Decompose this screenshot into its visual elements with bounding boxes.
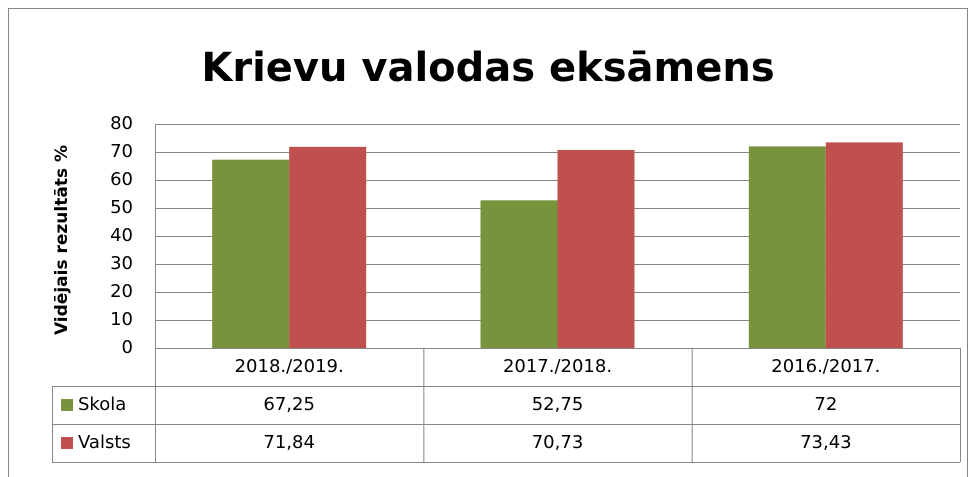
x-tick-label: 2017./2018.: [503, 356, 612, 377]
y-tick-label: 10: [110, 309, 133, 330]
table-cell: 70,73: [532, 432, 584, 453]
legend-key: [61, 437, 73, 449]
y-tick-label: 60: [110, 169, 133, 190]
legend-key: [61, 399, 73, 411]
table-cell: 67,25: [263, 394, 315, 415]
y-tick-label: 20: [110, 281, 133, 302]
table-cell: 71,84: [263, 432, 315, 453]
bar: [289, 146, 367, 348]
y-tick-label: 50: [110, 197, 133, 218]
legend-label: Skola: [78, 394, 126, 415]
table-cell: 72: [814, 394, 837, 415]
x-tick-label: 2016./2017.: [771, 356, 880, 377]
y-tick-label: 80: [110, 113, 133, 134]
table-cell: 52,75: [532, 394, 584, 415]
y-tick-label: 0: [122, 337, 133, 358]
bar: [748, 146, 826, 348]
bar: [480, 200, 558, 348]
bar: [557, 149, 635, 348]
x-tick-label: 2018./2019.: [235, 356, 344, 377]
y-tick-label: 40: [110, 225, 133, 246]
table-cell: 73,43: [800, 432, 852, 453]
legend-label: Valsts: [78, 432, 131, 453]
y-axis-label: Vidējais rezultāts %: [52, 145, 72, 335]
y-tick-label: 70: [110, 141, 133, 162]
bar: [825, 142, 903, 348]
y-tick-label: 30: [110, 253, 133, 274]
bar: [212, 159, 290, 348]
chart-title: Krievu valodas eksāmens: [201, 45, 774, 91]
